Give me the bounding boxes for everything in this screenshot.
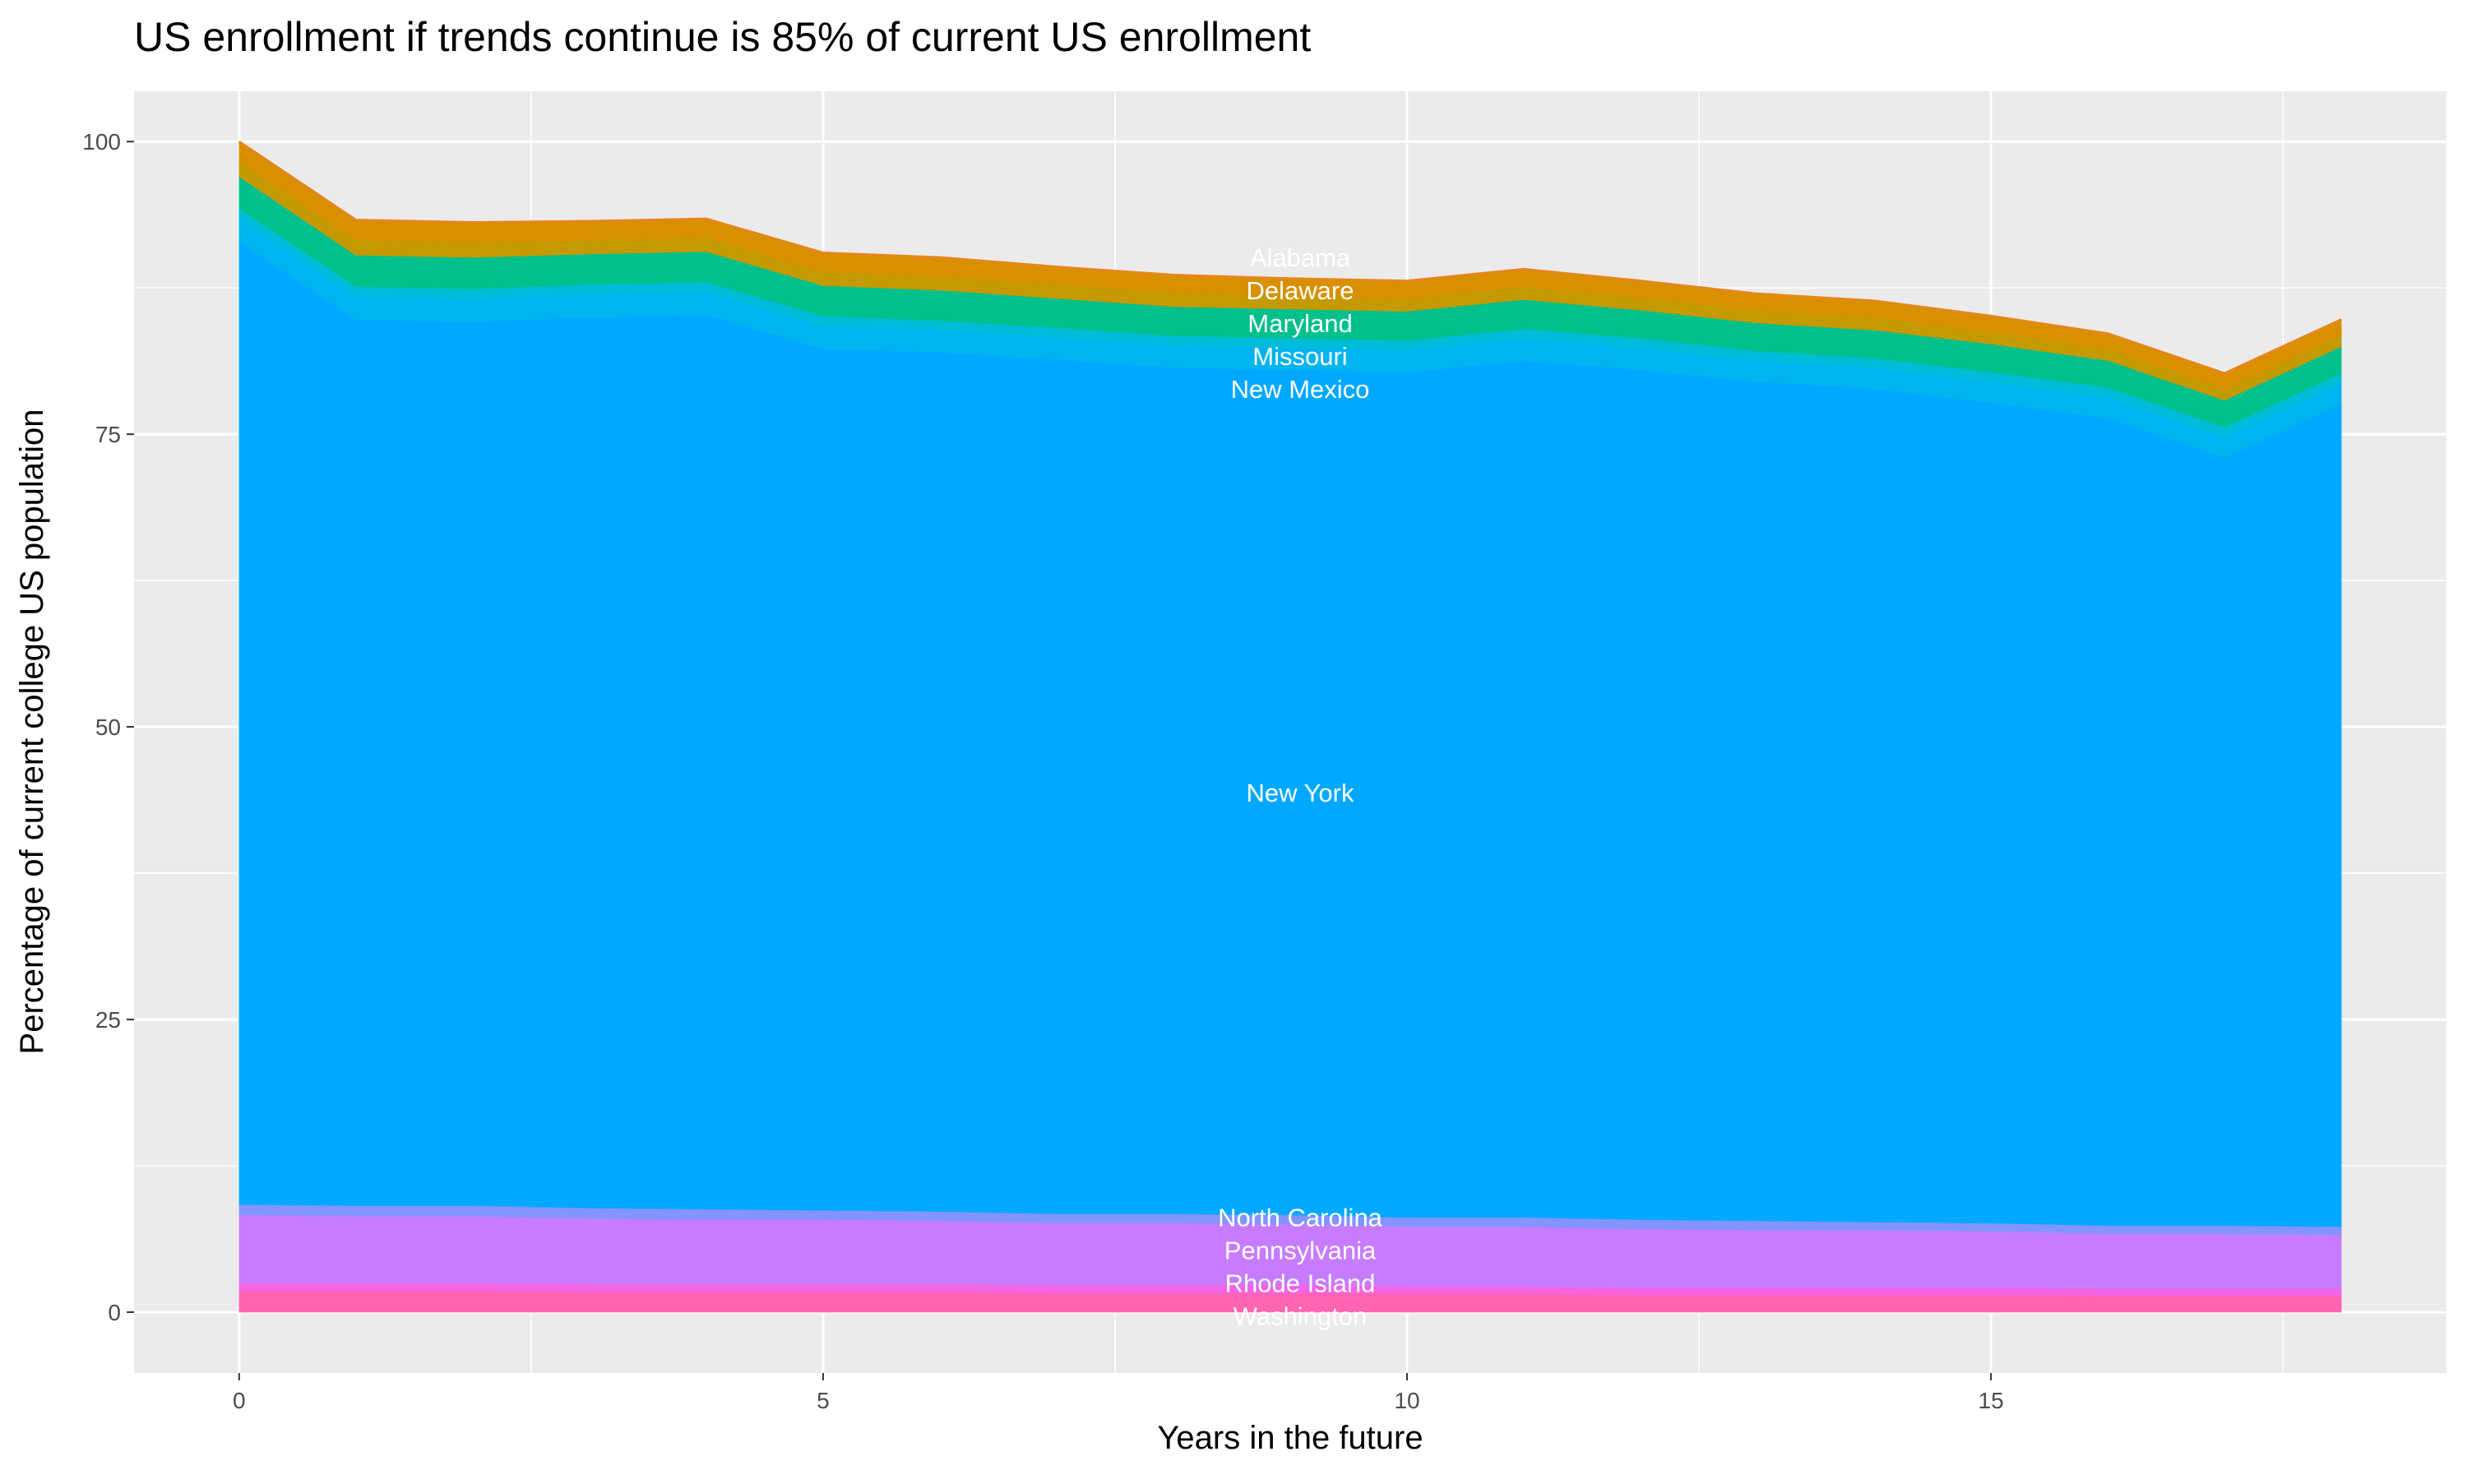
series-label: Maryland: [1247, 309, 1353, 338]
x-axis-ticks: 0 5 10 15: [233, 1373, 2004, 1413]
y-axis-title: Percentage of current college US populat…: [14, 409, 50, 1055]
series-label: Rhode Island: [1225, 1269, 1376, 1298]
y-tick-label: 75: [95, 422, 121, 447]
area-top-edge: [238, 140, 2342, 375]
series-label: Pennsylvania: [1224, 1237, 1377, 1265]
y-axis-ticks: 0 25 50 75 100: [82, 129, 134, 1325]
series-labels: Alabama Delaware Maryland Missouri New Mexic…: [1218, 243, 1383, 1331]
x-axis-title: Years in the future: [1157, 1420, 1423, 1456]
series-label: North Carolina: [1218, 1204, 1383, 1232]
y-tick-label: 25: [95, 1007, 121, 1033]
x-tick-label: 15: [1979, 1388, 2004, 1413]
x-tick-label: 10: [1394, 1388, 1419, 1413]
series-label: Washington: [1234, 1302, 1368, 1331]
area-layers: [238, 140, 2342, 1313]
series-label: Missouri: [1252, 342, 1347, 371]
series-label: New York: [1247, 779, 1354, 807]
series-label: Alabama: [1250, 243, 1351, 272]
y-tick-label: 100: [82, 129, 121, 155]
series-label: New Mexico: [1231, 375, 1370, 404]
y-tick-label: 50: [95, 714, 121, 740]
x-tick-label: 5: [817, 1388, 830, 1413]
x-tick-label: 0: [233, 1388, 246, 1413]
chart-title: US enrollment if trends continue is 85% …: [134, 14, 1311, 60]
series-label: Delaware: [1247, 276, 1354, 305]
y-tick-label: 0: [108, 1300, 121, 1325]
